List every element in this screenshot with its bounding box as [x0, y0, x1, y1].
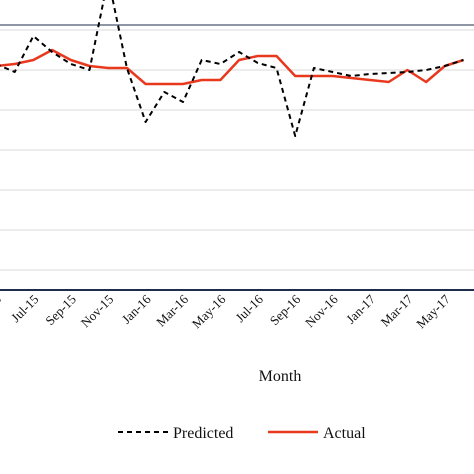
series-lines [0, 0, 464, 137]
legend-label-predicted: Predicted [173, 425, 233, 442]
gridlines [0, 24, 474, 271]
x-tick-label: Mar-17 [378, 291, 416, 329]
x-axis-title: Month [259, 368, 302, 385]
series-line-predicted [0, 0, 464, 137]
x-tick-label: Nov-15 [78, 292, 117, 331]
x-tick-label: Jan-16 [119, 291, 154, 326]
x-tick-label: Jul-16 [232, 291, 266, 325]
x-tick-label: May-16 [189, 291, 229, 331]
x-tick-label: Jul-15 [8, 292, 42, 326]
legend-label-actual: Actual [323, 425, 366, 442]
x-tick-label: May-15 [0, 292, 4, 332]
x-tick-label: Mar-16 [153, 291, 191, 329]
x-tick-label: Sep-16 [267, 291, 304, 328]
x-tick-label: May-17 [413, 291, 453, 331]
x-tick-label: Jan-17 [343, 291, 378, 326]
x-tick-label: Nov-16 [302, 291, 341, 330]
x-tick-label: Sep-15 [42, 292, 79, 329]
series-line-actual [0, 48, 464, 86]
legend: Predicted Actual [118, 425, 366, 442]
